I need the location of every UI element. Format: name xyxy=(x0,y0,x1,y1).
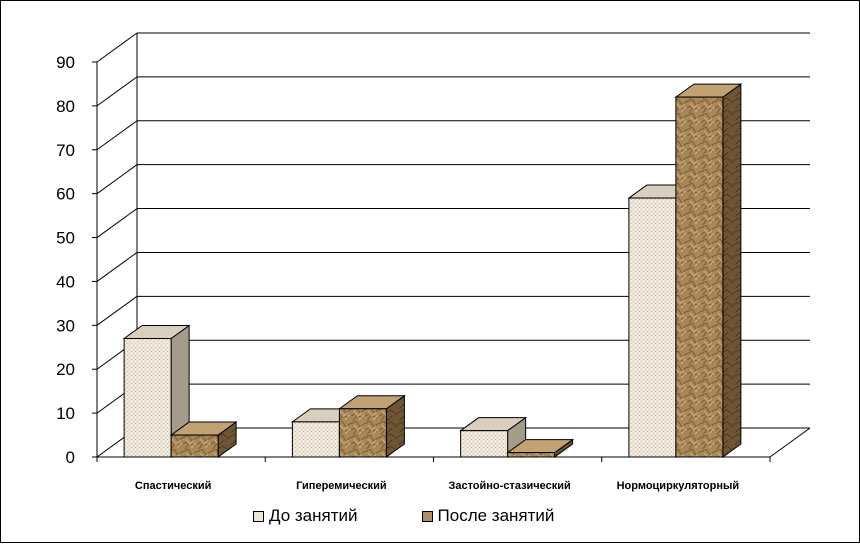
bar-side-1-3 xyxy=(722,83,742,458)
y-tick-label: 10 xyxy=(56,404,75,423)
x-category-label: Застойно-стазический xyxy=(448,480,570,492)
y-tick-label: 0 xyxy=(66,448,75,467)
bar-1-3 xyxy=(675,96,724,458)
y-tick-label: 40 xyxy=(56,272,75,291)
x-category-labels: Спастический Гиперемический Застойно-стази… xyxy=(135,480,739,492)
y-tick-label: 90 xyxy=(56,53,75,72)
y-tick-label: 20 xyxy=(56,360,75,379)
floor-right-edge xyxy=(769,427,811,458)
legend-item-after: После занятий xyxy=(421,506,555,526)
y-tick-labels: 0 10 20 30 40 50 60 70 80 90 xyxy=(56,53,75,467)
bar-1-0 xyxy=(170,434,219,458)
gridline-diagonal xyxy=(96,76,138,107)
legend-item-before: До занятий xyxy=(253,506,358,526)
y-tick-label: 70 xyxy=(56,141,75,160)
gridline-diagonal xyxy=(96,252,138,282)
x-category-label: Гиперемический xyxy=(296,480,387,492)
gridline-diagonal xyxy=(96,32,138,63)
bar-1-2 xyxy=(507,452,556,458)
bar-1-1 xyxy=(338,408,387,458)
legend-swatch-after xyxy=(421,510,433,522)
legend-label-after: После занятий xyxy=(437,506,555,525)
bar-0-0 xyxy=(123,338,172,458)
y-tick-label: 80 xyxy=(56,97,75,116)
y-tick-label: 30 xyxy=(56,316,75,335)
legend: До занятий После занятий xyxy=(253,506,554,526)
gridline-diagonal xyxy=(96,208,138,238)
legend-swatch-before xyxy=(253,510,264,522)
gridline-diagonal xyxy=(96,164,138,195)
y-tick-label: 50 xyxy=(56,229,75,248)
bar-0-1 xyxy=(291,421,340,458)
gridline-diagonal xyxy=(96,295,138,326)
x-category-label: Нормоциркуляторный xyxy=(617,480,740,492)
y-tick-label: 60 xyxy=(56,185,75,204)
bars-group xyxy=(122,83,743,458)
bar-0-3 xyxy=(628,197,677,458)
gridline-diagonal xyxy=(96,120,138,151)
bar-0-2 xyxy=(460,430,509,458)
x-category-label: Спастический xyxy=(135,480,211,492)
legend-label-before: До занятий xyxy=(269,506,358,525)
